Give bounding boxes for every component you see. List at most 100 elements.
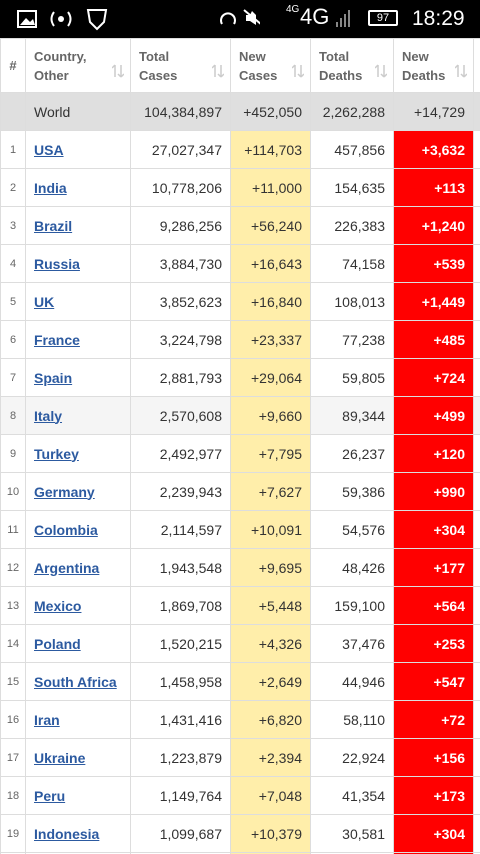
cell: 1,223,879 bbox=[130, 738, 231, 777]
country-link[interactable]: Argentina bbox=[34, 559, 100, 576]
cell: +113 bbox=[393, 168, 474, 207]
country-row: 2 India 10,778,206 +11,000 154,635 +113 bbox=[0, 168, 480, 207]
rank-cell: 15 bbox=[0, 662, 26, 701]
column-header[interactable]: Total Cases bbox=[130, 38, 231, 93]
country-link[interactable]: Peru bbox=[34, 787, 66, 804]
country-row: 11 Colombia 2,114,597 +10,091 54,576 +304 bbox=[0, 510, 480, 549]
cell bbox=[473, 320, 480, 359]
cell bbox=[473, 206, 480, 245]
country-cell: South Africa bbox=[25, 662, 131, 701]
country-cell: Germany bbox=[25, 472, 131, 511]
cell: +4,326 bbox=[230, 624, 311, 663]
column-header[interactable]: New Cases bbox=[230, 38, 311, 93]
header-text: Deaths bbox=[319, 67, 363, 83]
cell: 2,239,943 bbox=[130, 472, 231, 511]
country-link[interactable]: UK bbox=[34, 293, 55, 310]
cell: +16,840 bbox=[230, 282, 311, 321]
cell: 30,581 bbox=[310, 814, 394, 853]
country-row: 8 Italy 2,570,608 +9,660 89,344 +499 bbox=[0, 396, 480, 435]
cell: +16,643 bbox=[230, 244, 311, 283]
cell bbox=[473, 510, 480, 549]
table-container: # Country, Other Total Cases New Cases Total Dea… bbox=[0, 38, 480, 854]
column-header[interactable]: Country, Other bbox=[25, 38, 131, 93]
partial-row bbox=[0, 852, 480, 854]
cell: +10,379 bbox=[230, 814, 311, 853]
cell: +177 bbox=[393, 548, 474, 587]
cell bbox=[473, 244, 480, 283]
cell: 1,869,708 bbox=[130, 586, 231, 625]
clock: 18:29 bbox=[412, 7, 465, 30]
cell: +11,000 bbox=[230, 168, 311, 207]
cell: 26,237 bbox=[310, 434, 394, 473]
cell: +724 bbox=[393, 358, 474, 397]
cell: 54,576 bbox=[310, 510, 394, 549]
world-row: World 104,384,897 +452,050 2,262,288 +14,729 bbox=[0, 92, 480, 131]
cell: +156 bbox=[393, 738, 474, 777]
country-cell: Mexico bbox=[25, 586, 131, 625]
cell: 2,114,597 bbox=[130, 510, 231, 549]
cell: +114,703 bbox=[230, 130, 311, 169]
country-link[interactable]: Indonesia bbox=[34, 825, 100, 842]
cell: +1,449 bbox=[393, 282, 474, 321]
cell: 154,635 bbox=[310, 168, 394, 207]
cell: +120 bbox=[393, 434, 474, 473]
cell: 59,386 bbox=[310, 472, 394, 511]
cell: 89,344 bbox=[310, 396, 394, 435]
country-link[interactable]: Spain bbox=[34, 369, 73, 386]
cell bbox=[473, 814, 480, 853]
country-link[interactable]: Ukraine bbox=[34, 749, 86, 766]
cell: +547 bbox=[393, 662, 474, 701]
cell: +14,729 bbox=[393, 92, 474, 131]
cell: 9,286,256 bbox=[130, 206, 231, 245]
country-link[interactable]: USA bbox=[34, 141, 64, 158]
country-row: 10 Germany 2,239,943 +7,627 59,386 +990 bbox=[0, 472, 480, 511]
country-link[interactable]: South Africa bbox=[34, 673, 117, 690]
rank-cell: 10 bbox=[0, 472, 26, 511]
country-link[interactable]: Russia bbox=[34, 255, 80, 272]
cell: 77,238 bbox=[310, 320, 394, 359]
rank-cell: 12 bbox=[0, 548, 26, 587]
rank-cell: 6 bbox=[0, 320, 26, 359]
cell bbox=[473, 776, 480, 815]
country-link[interactable]: Mexico bbox=[34, 597, 82, 614]
country-link[interactable]: Germany bbox=[34, 483, 95, 500]
country-row: 18 Peru 1,149,764 +7,048 41,354 +173 bbox=[0, 776, 480, 815]
battery-level: 97 bbox=[376, 12, 390, 24]
country-link[interactable]: Iran bbox=[34, 711, 60, 728]
cell: 226,383 bbox=[310, 206, 394, 245]
sort-icon bbox=[455, 64, 467, 78]
country-row: 13 Mexico 1,869,708 +5,448 159,100 +564 bbox=[0, 586, 480, 625]
cell: +7,048 bbox=[230, 776, 311, 815]
column-header[interactable]: Total Deaths bbox=[310, 38, 394, 93]
country-cell: Colombia bbox=[25, 510, 131, 549]
country-cell: France bbox=[25, 320, 131, 359]
country-link[interactable]: France bbox=[34, 331, 80, 348]
country-cell: India bbox=[25, 168, 131, 207]
country-link[interactable]: Brazil bbox=[34, 217, 73, 234]
country-cell: Turkey bbox=[25, 434, 131, 473]
country-cell: Poland bbox=[25, 624, 131, 663]
cell: 10,778,206 bbox=[130, 168, 231, 207]
column-header bbox=[473, 38, 480, 93]
country-row: 9 Turkey 2,492,977 +7,795 26,237 +120 bbox=[0, 434, 480, 473]
cell: +7,795 bbox=[230, 434, 311, 473]
country-row: 4 Russia 3,884,730 +16,643 74,158 +539 bbox=[0, 244, 480, 283]
country-link[interactable]: Colombia bbox=[34, 521, 98, 538]
country-cell: Brazil bbox=[25, 206, 131, 245]
cell: 104,384,897 bbox=[130, 92, 231, 131]
country-link[interactable]: India bbox=[34, 179, 67, 196]
cell: 48,426 bbox=[310, 548, 394, 587]
country-row: 14 Poland 1,520,215 +4,326 37,476 +253 bbox=[0, 624, 480, 663]
country-link[interactable]: Poland bbox=[34, 635, 81, 652]
country-link[interactable]: Turkey bbox=[34, 445, 79, 462]
cell: +253 bbox=[393, 624, 474, 663]
rank-cell: 7 bbox=[0, 358, 26, 397]
country-row: 19 Indonesia 1,099,687 +10,379 30,581 +304 bbox=[0, 814, 480, 853]
status-icons bbox=[17, 9, 260, 31]
network: 4G bbox=[300, 4, 330, 29]
cell: +564 bbox=[393, 586, 474, 625]
country-link[interactable]: Italy bbox=[34, 407, 63, 424]
cell: 1,458,958 bbox=[130, 662, 231, 701]
column-header[interactable]: New Deaths bbox=[393, 38, 474, 93]
cell bbox=[473, 282, 480, 321]
